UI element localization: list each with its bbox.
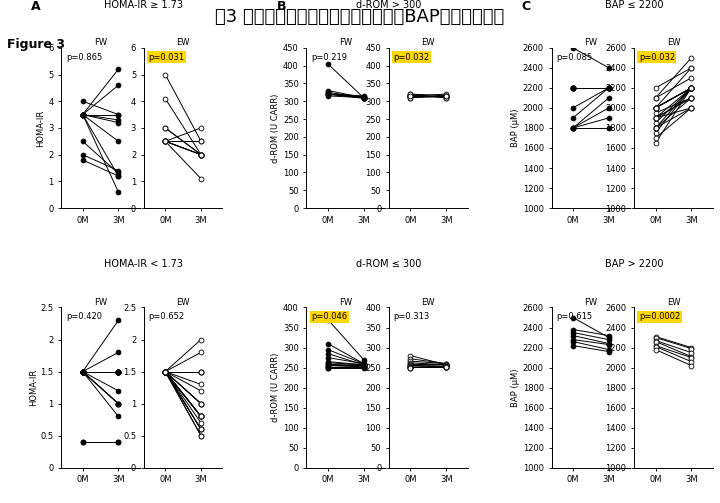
Y-axis label: BAP (μM): BAP (μM)	[511, 368, 520, 407]
Text: p=0.313: p=0.313	[394, 312, 430, 321]
Title: FW: FW	[94, 38, 107, 47]
Text: p=0.652: p=0.652	[148, 312, 184, 321]
Title: EW: EW	[667, 298, 680, 307]
Text: p=0.219: p=0.219	[311, 53, 347, 61]
Text: p=0.032: p=0.032	[639, 53, 675, 61]
Text: B: B	[276, 0, 286, 13]
Title: EW: EW	[421, 38, 435, 47]
Text: A: A	[31, 0, 41, 13]
Text: p=0.046: p=0.046	[311, 312, 347, 321]
Text: p=0.031: p=0.031	[148, 53, 184, 61]
Y-axis label: d-ROM (U CARR): d-ROM (U CARR)	[271, 93, 280, 162]
Title: EW: EW	[421, 298, 435, 307]
Text: p=0.032: p=0.032	[394, 53, 430, 61]
Text: BAP > 2200: BAP > 2200	[605, 260, 663, 270]
Text: HOMA-IR < 1.73: HOMA-IR < 1.73	[104, 260, 184, 270]
Text: d-ROM ≤ 300: d-ROM ≤ 300	[356, 260, 422, 270]
Text: C: C	[521, 0, 531, 13]
Text: p=0.0002: p=0.0002	[639, 312, 680, 321]
Title: FW: FW	[94, 298, 107, 307]
Text: p=0.865: p=0.865	[66, 53, 102, 61]
Title: EW: EW	[667, 38, 680, 47]
Y-axis label: HOMA-IR: HOMA-IR	[29, 369, 37, 406]
Title: FW: FW	[585, 38, 598, 47]
Text: d-ROM > 300: d-ROM > 300	[356, 0, 422, 10]
Text: HOMA-IR ≥ 1.73: HOMA-IR ≥ 1.73	[104, 0, 184, 10]
Text: p=0.085: p=0.085	[557, 53, 593, 61]
Text: p=0.615: p=0.615	[557, 312, 593, 321]
Text: BAP ≤ 2200: BAP ≤ 2200	[605, 0, 663, 10]
Title: EW: EW	[176, 298, 190, 307]
Y-axis label: HOMA-IR: HOMA-IR	[37, 109, 45, 146]
Y-axis label: BAP (μM): BAP (μM)	[511, 109, 520, 147]
Title: FW: FW	[585, 298, 598, 307]
Title: FW: FW	[339, 298, 352, 307]
Text: 图3 分组胰岛素敏感性，抗氧化能力和BAP的前后比较。: 图3 分组胰岛素敏感性，抗氧化能力和BAP的前后比较。	[215, 8, 505, 26]
Text: Figure 3: Figure 3	[7, 38, 66, 51]
Title: FW: FW	[339, 38, 352, 47]
Title: EW: EW	[176, 38, 190, 47]
Text: p=0.420: p=0.420	[66, 312, 102, 321]
Y-axis label: d-ROM (U CARR): d-ROM (U CARR)	[271, 353, 280, 423]
